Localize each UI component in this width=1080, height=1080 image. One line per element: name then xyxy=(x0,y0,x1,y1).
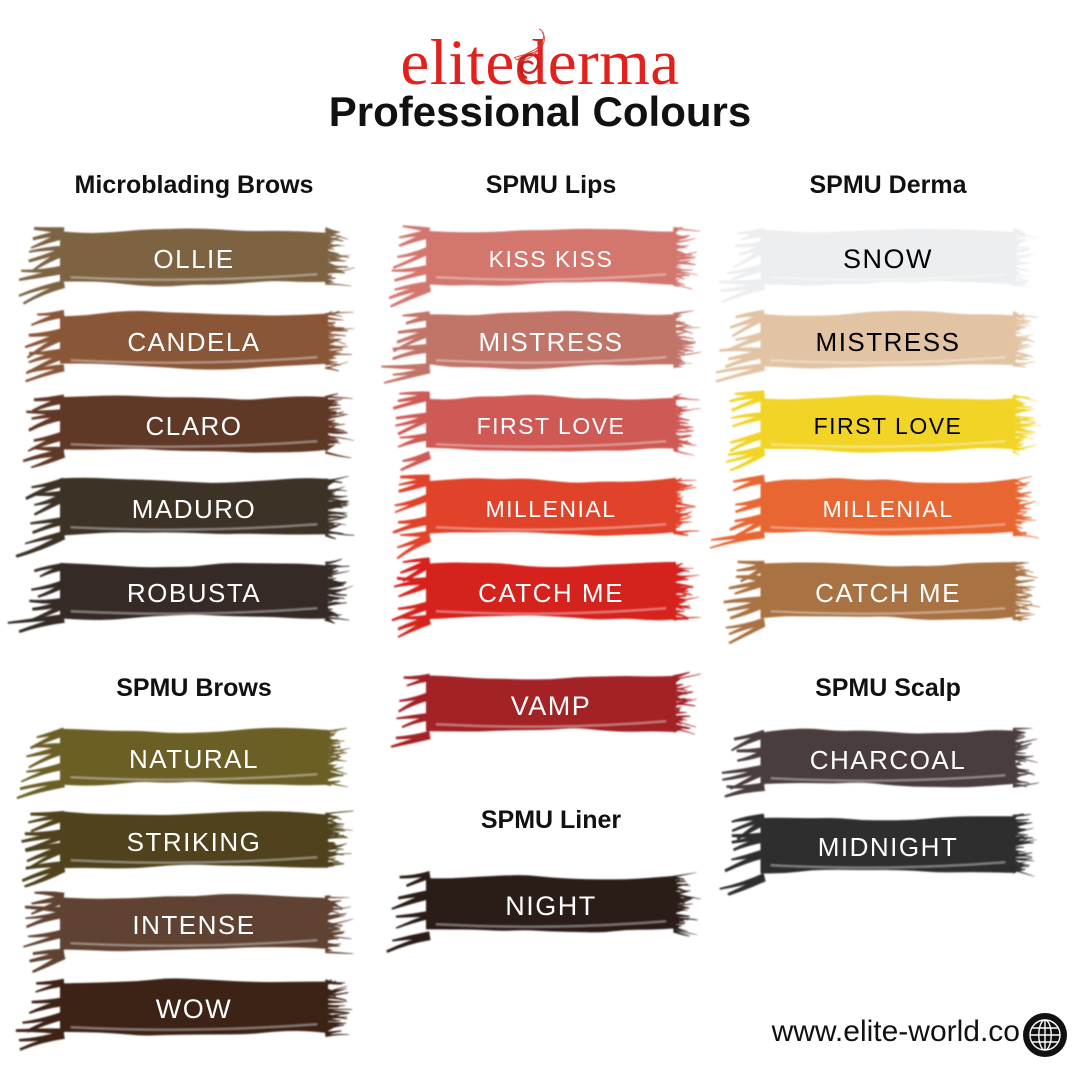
svg-text:CATCH ME: CATCH ME xyxy=(478,578,624,608)
svg-text:NATURAL: NATURAL xyxy=(129,744,259,774)
svg-text:INTENSE: INTENSE xyxy=(132,910,255,940)
svg-text:CLARO: CLARO xyxy=(145,411,242,441)
svg-text:STRIKING: STRIKING xyxy=(127,827,262,857)
svg-text:SNOW: SNOW xyxy=(843,244,933,274)
svg-text:NIGHT: NIGHT xyxy=(505,891,597,921)
svg-text:MIDNIGHT: MIDNIGHT xyxy=(818,832,959,862)
svg-text:MISTRESS: MISTRESS xyxy=(816,327,961,357)
svg-text:CATCH ME: CATCH ME xyxy=(815,578,961,608)
svg-text:OLLIE: OLLIE xyxy=(153,244,234,274)
svg-text:MILLENIAL: MILLENIAL xyxy=(485,496,616,522)
svg-text:WOW: WOW xyxy=(156,994,232,1024)
svg-text:CANDELA: CANDELA xyxy=(127,327,260,357)
svg-text:MADURO: MADURO xyxy=(132,494,257,524)
svg-text:FIRST LOVE: FIRST LOVE xyxy=(814,413,963,439)
svg-text:CHARCOAL: CHARCOAL xyxy=(810,745,966,775)
svg-text:MISTRESS: MISTRESS xyxy=(479,327,624,357)
svg-text:ROBUSTA: ROBUSTA xyxy=(127,578,261,608)
svg-text:MILLENIAL: MILLENIAL xyxy=(822,496,953,522)
svg-text:KISS KISS: KISS KISS xyxy=(489,246,614,272)
svg-text:FIRST LOVE: FIRST LOVE xyxy=(477,413,626,439)
svg-text:VAMP: VAMP xyxy=(511,691,592,721)
